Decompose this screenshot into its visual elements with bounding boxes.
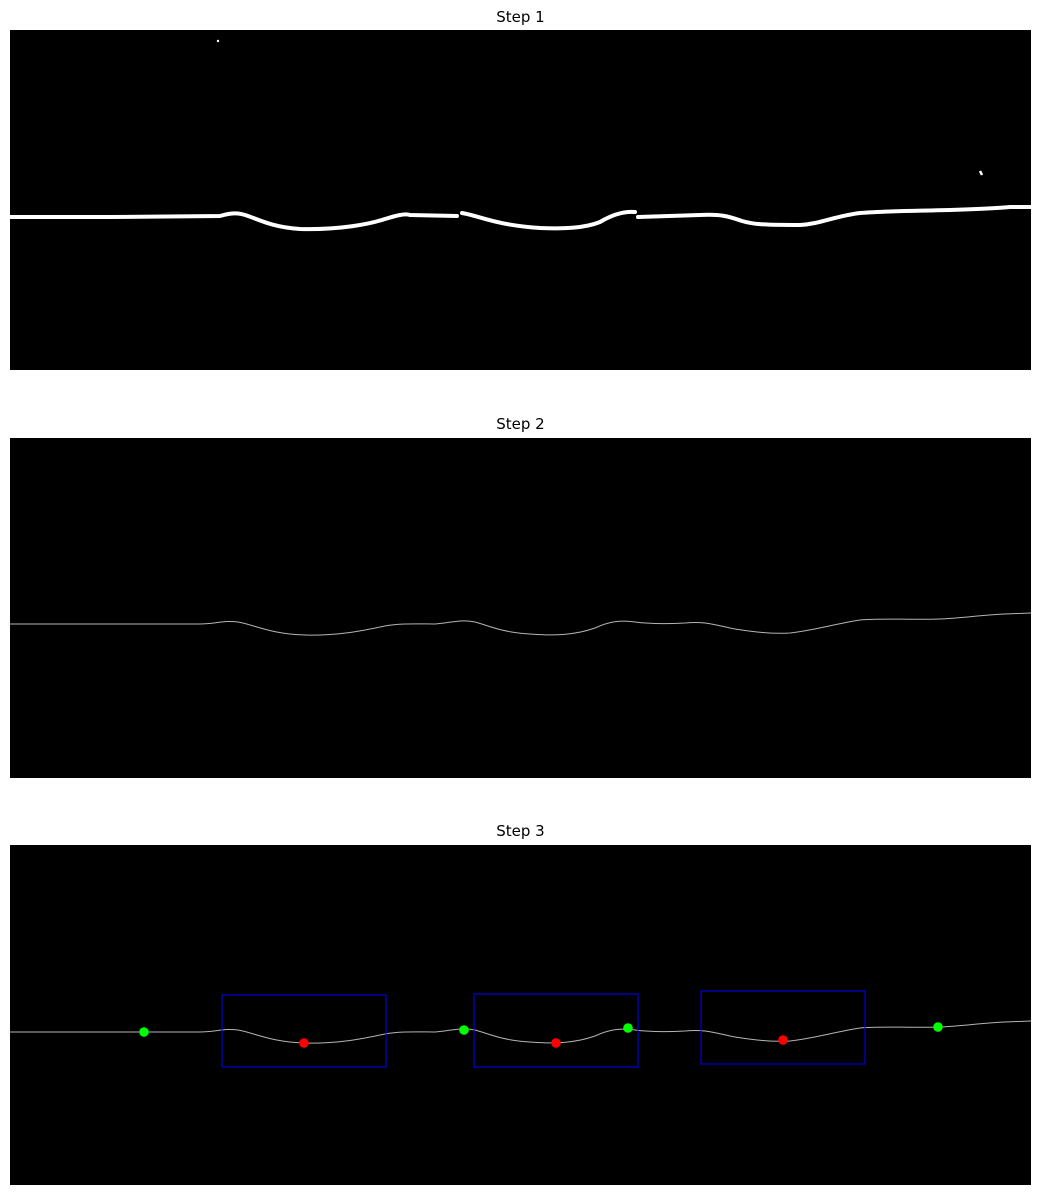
panel-1-canvas [10, 30, 1031, 370]
step1-curve-segment-3 [636, 205, 1031, 227]
green-point-1 [139, 1027, 149, 1037]
green-point-4 [933, 1022, 943, 1032]
panel-3-title: Step 3 [496, 822, 545, 840]
red-point-3 [778, 1035, 788, 1045]
region-box-1 [221, 994, 387, 1068]
panel-2-image [10, 438, 1031, 778]
region-box-3 [700, 990, 866, 1065]
panel-2-title: Step 2 [496, 415, 545, 433]
step1-noise-dot [216, 39, 220, 43]
step3-smoothed-curve [10, 1020, 1031, 1044]
panel-3-image [10, 845, 1031, 1185]
step1-noise-mark [978, 170, 984, 176]
red-point-2 [551, 1038, 561, 1048]
panel-1-image [10, 30, 1031, 370]
green-point-2 [459, 1025, 469, 1035]
step2-smoothed-curve [10, 612, 1031, 636]
panel-1-title: Step 1 [496, 8, 545, 26]
step1-curve-segment-2 [460, 209, 637, 231]
red-point-1 [299, 1038, 309, 1048]
region-box-2 [473, 993, 639, 1068]
green-point-3 [623, 1023, 633, 1033]
panel-3-canvas [10, 845, 1031, 1185]
step1-curve-segment-1 [10, 211, 459, 232]
panel-2-canvas [10, 438, 1031, 778]
